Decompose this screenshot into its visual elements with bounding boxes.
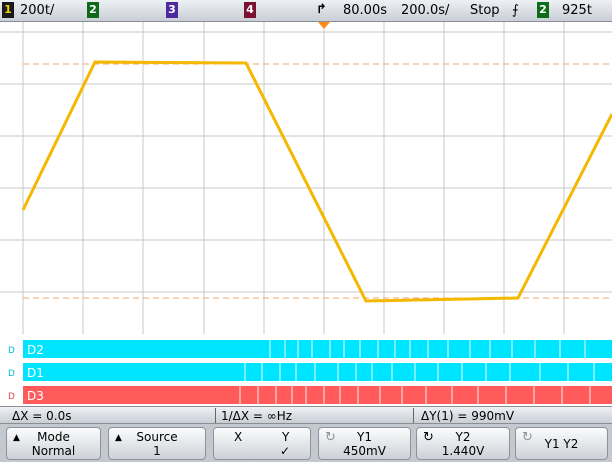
channel-4-indicator[interactable]: 4 bbox=[244, 2, 256, 18]
graticule-and-trace bbox=[0, 22, 612, 334]
mode-value: Normal bbox=[31, 444, 76, 458]
channel-1-trace bbox=[21, 60, 612, 303]
knob-icon: ↻ bbox=[325, 430, 336, 445]
inverse-delta-x-readout: 1/ΔX = ∞Hz bbox=[221, 409, 293, 423]
svg-text:D: D bbox=[8, 392, 15, 402]
softkey-bar: ▲ Mode Normal ▲ Source 1 X Y ✓ ↻ Y1 450m… bbox=[0, 424, 612, 462]
y1-value: 450mV bbox=[343, 444, 386, 458]
measurement-divider bbox=[215, 408, 216, 423]
measurement-divider bbox=[413, 408, 414, 423]
y2-label: Y2 bbox=[455, 430, 471, 444]
svg-text:D: D bbox=[8, 369, 15, 379]
digital-label-d2: D2 bbox=[27, 343, 44, 357]
trigger-level: 925t bbox=[562, 3, 592, 18]
rising-slope-icon: ⨍ bbox=[512, 3, 519, 18]
digital-row-d3: D D3 bbox=[8, 386, 612, 404]
time-scale: 200.0s/ bbox=[401, 3, 450, 18]
digital-label-d3: D3 bbox=[27, 389, 44, 403]
y1-label: Y1 bbox=[357, 430, 372, 444]
waveform-display[interactable] bbox=[0, 22, 612, 334]
digital-channels-area: D D2 D D1 bbox=[0, 334, 612, 406]
source-label: Source bbox=[136, 430, 178, 444]
menu-arrow-icon: ▲ bbox=[13, 433, 20, 443]
delta-x-readout: ΔX = 0.0s bbox=[12, 409, 72, 423]
y2-softkey[interactable]: ↻ Y2 1.440V bbox=[416, 427, 510, 460]
mode-softkey[interactable]: ▲ Mode Normal bbox=[6, 427, 101, 460]
knob-icon: ↻ bbox=[522, 430, 533, 445]
y1-y2-softkey[interactable]: ↻ Y1 Y2 bbox=[515, 427, 608, 460]
menu-arrow-icon: ▲ bbox=[115, 433, 122, 443]
channel-3-indicator[interactable]: 3 bbox=[166, 2, 178, 18]
channel-2-indicator[interactable]: 2 bbox=[87, 2, 99, 18]
y1-softkey[interactable]: ↻ Y1 450mV bbox=[318, 427, 411, 460]
digital-row-d2: D D2 bbox=[8, 340, 612, 358]
source-softkey[interactable]: ▲ Source 1 bbox=[108, 427, 206, 460]
channel-1-indicator[interactable]: 1 bbox=[2, 2, 14, 18]
channel-1-scale: 200t/ bbox=[20, 3, 55, 18]
source-value: 1 bbox=[153, 444, 161, 458]
trigger-position-marker bbox=[318, 22, 330, 29]
y1-y2-label: Y1 Y2 bbox=[544, 437, 579, 451]
measurement-bar: ΔX = 0.0s 1/ΔX = ∞Hz ΔY(1) = 990mV bbox=[0, 406, 612, 424]
graticule-grid bbox=[0, 22, 612, 334]
y2-value: 1.440V bbox=[441, 444, 485, 458]
mode-label: Mode bbox=[37, 430, 70, 444]
x-option: X bbox=[234, 430, 243, 444]
y-option: Y bbox=[282, 430, 290, 444]
digital-channels: D D2 D D1 bbox=[8, 340, 612, 404]
digital-row-d1: D D1 bbox=[8, 363, 612, 381]
trigger-source-indicator: 2 bbox=[537, 2, 549, 18]
trigger-edge-icon: ↱ bbox=[316, 2, 327, 17]
status-bar: 1 200t/ 2 3 4 ↱ 80.00s 200.0s/ Stop ⨍ 2 … bbox=[0, 0, 612, 22]
cursor-xy-softkey[interactable]: X Y ✓ bbox=[213, 427, 311, 460]
delta-y-readout: ΔY(1) = 990mV bbox=[421, 409, 515, 423]
digital-label-d1: D1 bbox=[27, 366, 44, 380]
check-icon: ✓ bbox=[280, 444, 291, 458]
knob-icon: ↻ bbox=[423, 430, 434, 445]
time-delay: 80.00s bbox=[343, 3, 387, 18]
run-state: Stop bbox=[470, 3, 500, 18]
svg-text:D: D bbox=[8, 346, 15, 356]
